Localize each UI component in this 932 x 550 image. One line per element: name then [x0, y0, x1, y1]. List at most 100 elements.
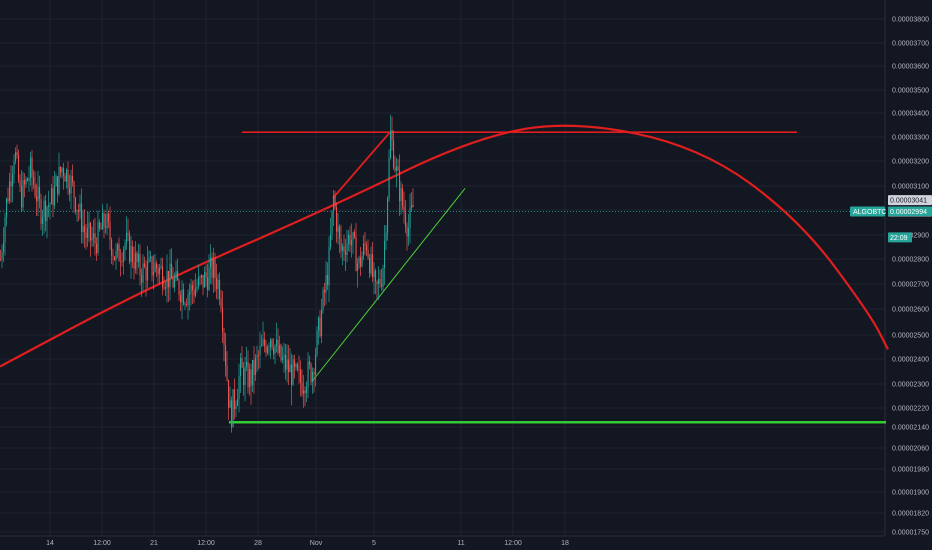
candle-body	[157, 268, 159, 275]
candle-body	[108, 213, 110, 223]
candle-body	[318, 317, 320, 331]
trend-line-drawing[interactable]	[311, 188, 466, 382]
candle-body	[282, 357, 284, 361]
candle-body	[211, 257, 213, 278]
candle-body	[334, 195, 336, 208]
candle-body	[249, 369, 251, 388]
candle-body	[201, 275, 203, 278]
candle-body	[310, 364, 312, 382]
price-axis-label: 0.00003300	[892, 135, 929, 142]
price-axis-label: 0.00003400	[892, 111, 929, 118]
candle-body	[154, 263, 156, 272]
candle-body	[202, 275, 204, 288]
candle-body	[378, 278, 380, 284]
time-axis-label: 11	[457, 540, 464, 547]
candle-body	[235, 405, 237, 410]
candle-body	[178, 280, 180, 296]
candle-body	[375, 270, 377, 282]
candle-body	[102, 212, 104, 230]
candle-body	[408, 228, 410, 237]
candle-body	[373, 270, 375, 278]
candle-body	[399, 170, 401, 202]
candle-body	[271, 339, 273, 348]
candle-body	[322, 289, 324, 311]
candle-body	[69, 187, 71, 194]
candle-body	[342, 246, 344, 251]
candle-body	[192, 285, 194, 291]
candle-body	[7, 198, 9, 201]
candle-body	[106, 213, 108, 229]
candle-body	[343, 246, 345, 252]
candle-body	[346, 243, 348, 255]
candle-body	[376, 281, 378, 284]
candle-body	[232, 389, 234, 428]
candle-body	[363, 243, 365, 257]
price-tag-label: 0.00003041	[890, 198, 927, 205]
arc-drawing[interactable]	[0, 124, 889, 368]
candle-body	[384, 240, 386, 269]
candle-body	[76, 210, 78, 212]
price-tag-label: 0.00002994	[890, 209, 927, 216]
candle-body	[385, 232, 387, 241]
candle-body	[327, 275, 329, 286]
candle-body	[105, 226, 107, 229]
price-tag-bg	[888, 232, 912, 243]
candle-body	[250, 369, 252, 386]
candle-body	[9, 181, 11, 201]
candle-body	[394, 167, 396, 171]
candle-body	[127, 232, 129, 235]
candle-body	[115, 251, 117, 261]
candle-body	[91, 238, 93, 241]
candle-body	[294, 359, 296, 367]
candle-body	[198, 276, 200, 287]
candle-body	[39, 186, 41, 200]
candle-body	[217, 280, 219, 289]
candle-body	[13, 161, 15, 174]
price-tags: 0.000030410.000029930.0000299422:09ALGOB…	[850, 195, 932, 243]
candle-body	[78, 210, 80, 212]
candle-body	[21, 186, 23, 208]
candle-body	[199, 276, 201, 278]
candle-body	[166, 270, 168, 288]
candle-body	[315, 354, 317, 375]
candle-body	[397, 166, 399, 171]
candle-body	[276, 339, 278, 346]
candle-body	[43, 200, 45, 218]
candle-body	[403, 206, 405, 213]
candle-body	[226, 365, 228, 380]
candle-body	[109, 222, 111, 241]
candle-body	[138, 253, 140, 262]
candle-body	[60, 167, 62, 173]
candle-body	[75, 197, 77, 212]
candle-body	[183, 289, 185, 305]
candle-body	[379, 278, 381, 285]
candle-body	[4, 217, 6, 243]
candle-body	[132, 246, 134, 263]
candle-body	[141, 275, 143, 283]
price-axis-label: 0.00003200	[892, 159, 929, 166]
symbol-tag-bg	[850, 206, 885, 217]
time-axis[interactable]: 14 12:00 21 12:00 28 Nov 5 11 12:00 18	[46, 540, 569, 547]
time-axis-label: 12:00	[93, 540, 111, 547]
candle-body	[283, 354, 285, 358]
candle-body	[277, 339, 279, 353]
candle-body	[100, 228, 102, 230]
candle-body	[99, 222, 101, 229]
candle-body	[237, 398, 239, 406]
candle-body	[25, 178, 27, 185]
candle-body	[189, 292, 191, 295]
candle-body	[328, 247, 330, 286]
price-axis-label: 0.00001820	[892, 511, 929, 518]
candle-body	[40, 199, 42, 224]
drawing-tools[interactable]	[0, 124, 889, 424]
candle-body	[409, 207, 411, 229]
trend-line-drawing[interactable]	[332, 131, 391, 199]
candle-body	[204, 272, 206, 288]
candle-body	[268, 347, 270, 348]
candle-body	[37, 186, 39, 202]
candle-body	[112, 255, 114, 257]
candle-body	[156, 263, 158, 269]
candle-body	[133, 262, 135, 269]
